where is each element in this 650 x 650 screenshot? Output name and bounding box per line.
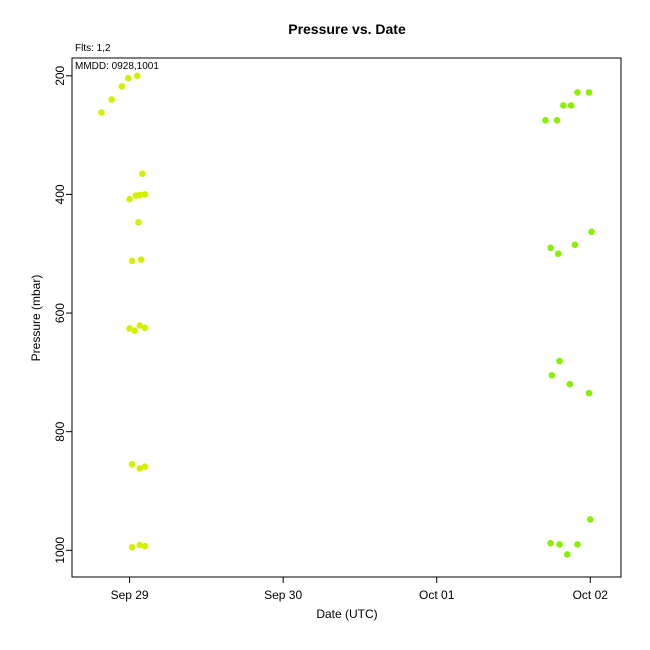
data-point: [585, 389, 593, 397]
data-point: [567, 102, 575, 109]
data-point: [137, 256, 145, 263]
x-axis-label: Date (UTC): [316, 607, 377, 621]
y-tick-label: 200: [53, 65, 67, 85]
data-point: [128, 544, 136, 551]
y-tick-label: 1000: [53, 537, 67, 564]
x-tick-label: Oct 01: [419, 588, 455, 602]
data-point: [554, 250, 562, 258]
y-axis: 200 400 600 800 1000: [53, 65, 72, 564]
mmdd-annotation: MMDD: 0928,1001: [75, 61, 159, 72]
data-point: [548, 372, 556, 379]
data-point: [566, 380, 574, 388]
data-point: [556, 357, 563, 365]
x-tick-label: Sep 30: [264, 588, 302, 602]
data-point: [128, 461, 136, 468]
data-point: [108, 96, 115, 103]
data-points: [98, 72, 595, 558]
data-point: [563, 551, 571, 558]
data-point: [560, 102, 567, 109]
data-point: [141, 542, 149, 550]
y-axis-label: Pressure (mbar): [29, 275, 43, 362]
y-tick-label: 400: [53, 184, 67, 204]
data-point: [126, 195, 133, 203]
data-point: [547, 539, 554, 547]
data-point: [133, 72, 141, 80]
data-point: [553, 116, 561, 124]
data-point: [128, 257, 136, 265]
data-point: [141, 191, 149, 198]
data-point: [135, 219, 142, 226]
data-point: [542, 116, 549, 124]
x-tick-label: Sep 29: [111, 588, 149, 602]
chart-title: Pressure vs. Date: [288, 21, 406, 37]
flights-annotation: Flts: 1,2: [75, 43, 111, 54]
data-point: [574, 89, 581, 96]
data-point: [136, 191, 144, 199]
data-point: [574, 541, 581, 548]
data-point: [571, 241, 579, 249]
data-point: [586, 516, 594, 523]
data-point: [136, 465, 144, 472]
data-point: [125, 74, 132, 82]
data-point: [136, 541, 144, 549]
data-point: [556, 541, 563, 548]
data-point: [139, 170, 146, 177]
data-point: [547, 244, 554, 252]
plot-frame: [71, 57, 622, 578]
data-point: [118, 83, 126, 90]
data-point: [98, 109, 105, 116]
x-axis: Sep 29 Sep 30 Oct 01 Oct 02: [111, 577, 609, 602]
data-point: [585, 89, 593, 96]
y-tick-label: 800: [53, 421, 67, 441]
x-tick-label: Oct 02: [573, 588, 609, 602]
data-point: [126, 325, 133, 332]
y-tick-label: 600: [53, 303, 67, 323]
data-point: [141, 324, 149, 332]
data-point: [141, 463, 149, 470]
data-point: [131, 327, 139, 335]
data-point: [136, 322, 144, 329]
data-point: [588, 228, 595, 236]
